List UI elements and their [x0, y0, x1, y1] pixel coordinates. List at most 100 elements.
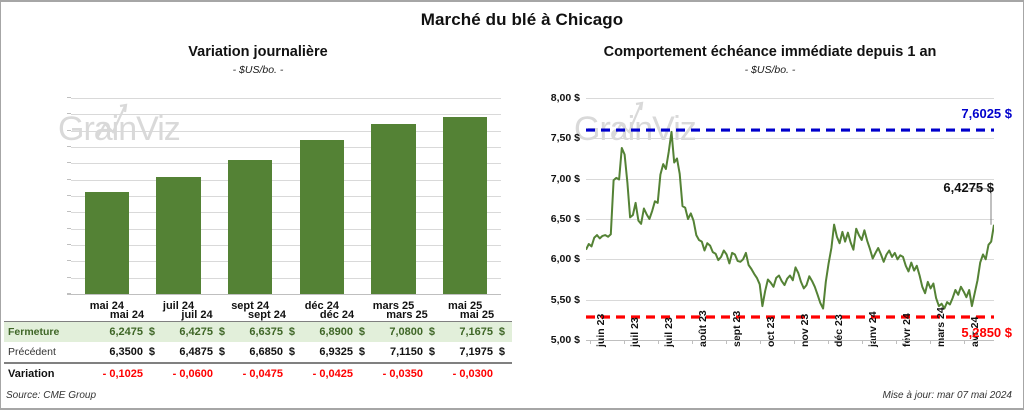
right-x-tickmark [862, 340, 864, 344]
left-y-tickmark [67, 227, 71, 229]
last-value-label: 6,4275 $ [943, 179, 994, 195]
left-axis-line [67, 294, 501, 295]
table-header-col-3: déc 24 [319, 309, 355, 321]
table-row-variation: Variation - 0,1025 - 0,0600 - 0,0475 - 0… [4, 363, 512, 384]
right-y-tick: 5,00 $ [550, 334, 580, 346]
cell-variation-5: - 0,0300 [452, 368, 493, 380]
annotation-callout-leader [968, 188, 992, 225]
page-title-text: Marché du blé à Chicago [420, 10, 624, 29]
right-y-tick: 5,50 $ [550, 293, 580, 306]
left-x-label-1: juil 24 [162, 300, 195, 312]
cell-fermeture-0: 6,2475 $ [109, 326, 155, 338]
right-gridline [586, 259, 994, 261]
left-y-tickmark [67, 293, 71, 294]
cell-variation-0: - 0,1025 [102, 368, 143, 380]
left-x-label-2: sept 24 [231, 300, 270, 312]
table-row-precedent: Précédent 6,3500 $ 6,4875 $ 6,6850 $ 6,9325… [4, 342, 512, 363]
left-y-tickmark [67, 113, 71, 115]
cell-variation-2: - 0,0475 [242, 368, 283, 380]
table-row-fermeture: Fermeture 6,2475 $ 6,4275 $ 6,6375 $ 6,8900… [4, 321, 512, 342]
row-label-precedent: Précédent [8, 346, 56, 358]
bar-4 [371, 124, 416, 294]
left-y-tickmark [67, 244, 71, 245]
left-y-tickmark [67, 146, 71, 147]
table-header-col-4: mars 25 [386, 309, 428, 321]
right-x-tick: oct 23 [765, 316, 778, 347]
right-x-tick: sept 23 [731, 310, 744, 347]
bar-5 [442, 117, 488, 294]
right-x-tickmark [590, 340, 592, 344]
cell-precedent-2: 6,6850 $ [249, 346, 295, 358]
cell-variation-3: - 0,0425 [312, 368, 353, 380]
right-x-tickmark [964, 340, 966, 344]
left-x-label-0: mai 24 [89, 300, 124, 312]
page-title: Marché du blé à Chicago [0, 10, 1024, 30]
right-x-tick: janv 24 [867, 311, 880, 347]
right-panel: Comportement échéance immédiate depuis 1… [516, 0, 1024, 410]
cell-precedent-5: 7,1975 $ [459, 346, 505, 358]
price-line-series [586, 128, 994, 319]
left-gridline [71, 212, 501, 214]
left-chart-subtitle: - $US/bo. - [232, 64, 284, 76]
left-y-tickmark [67, 129, 71, 131]
right-x-tick: juil 23 [663, 317, 676, 347]
right-y-tick: 6,50 $ [550, 213, 580, 225]
cell-precedent-4: 7,1150 $ [389, 346, 435, 358]
right-x-tick: févr 24 [901, 313, 914, 347]
cell-precedent-0: 6,3500 $ [109, 346, 155, 358]
futures-table: mai 24 juil 24 sept 24 déc 24 mars 25 ma… [4, 305, 512, 384]
left-y-tickmark [67, 260, 71, 262]
row-label-fermeture: Fermeture [8, 326, 60, 338]
cell-fermeture-1: 6,4275 $ [179, 326, 225, 338]
source-label: Source: CME Group [6, 390, 97, 401]
cell-fermeture-3: 6,8900 $ [319, 326, 365, 338]
high-annotation-label: 7,6025 $ [961, 106, 1012, 122]
table-header-col-0: mai 24 [109, 309, 145, 321]
right-x-tickmark [896, 340, 898, 344]
right-gridline [586, 219, 994, 220]
left-y-tickmark [67, 178, 71, 180]
left-panel: Variation journalière - $US/bo. - GrainV… [4, 44, 512, 401]
right-gridline [586, 299, 994, 301]
left-gridline [71, 179, 501, 181]
right-x-tick: août 23 [697, 310, 710, 347]
right-gridline [586, 138, 994, 140]
cell-fermeture-2: 6,6375 $ [249, 326, 295, 338]
cell-precedent-1: 6,4875 $ [179, 346, 225, 358]
right-x-tick: juil 23 [629, 317, 642, 347]
left-y-tickmark [67, 162, 71, 164]
right-y-tick: 7,00 $ [550, 172, 580, 185]
right-x-tick: mars 24 [935, 307, 948, 347]
right-gridline [586, 178, 994, 180]
left-x-label-3: déc 24 [304, 300, 339, 312]
right-x-tick: nov 23 [799, 313, 812, 347]
right-x-tickmark [828, 340, 830, 344]
left-gridline [71, 277, 501, 279]
right-x-tickmark [726, 340, 728, 344]
left-y-tickmark [67, 97, 71, 98]
left-y-tickmark [67, 276, 71, 278]
right-axis-line [586, 340, 994, 341]
bar-1 [156, 177, 201, 294]
right-x-tickmark [760, 340, 762, 344]
table-header-col-2: sept 24 [248, 309, 286, 321]
right-x-tickmark [692, 340, 694, 344]
table-header-col-1: juil 24 [181, 309, 213, 321]
right-x-tickmark [794, 340, 796, 344]
left-gridline [71, 196, 501, 197]
bar-3 [299, 139, 345, 294]
cell-variation-1: - 0,0600 [172, 368, 213, 380]
cell-precedent-3: 6,9325 $ [319, 346, 365, 358]
left-chart-title: Variation journalière [188, 44, 328, 60]
left-gridline [71, 130, 501, 132]
left-chart-plot [71, 98, 501, 295]
right-x-tick: déc 23 [833, 314, 846, 347]
bar-2 [227, 160, 273, 294]
left-y-tickmark [67, 211, 71, 213]
bar-0 [84, 192, 130, 294]
left-x-label-5: mai 25 [448, 300, 483, 312]
right-y-tick: 8,00 $ [550, 92, 580, 104]
right-chart-title: Comportement échéance immédiate depuis 1… [603, 44, 937, 60]
left-y-tickmark [67, 195, 71, 196]
left-gridline [71, 245, 501, 246]
